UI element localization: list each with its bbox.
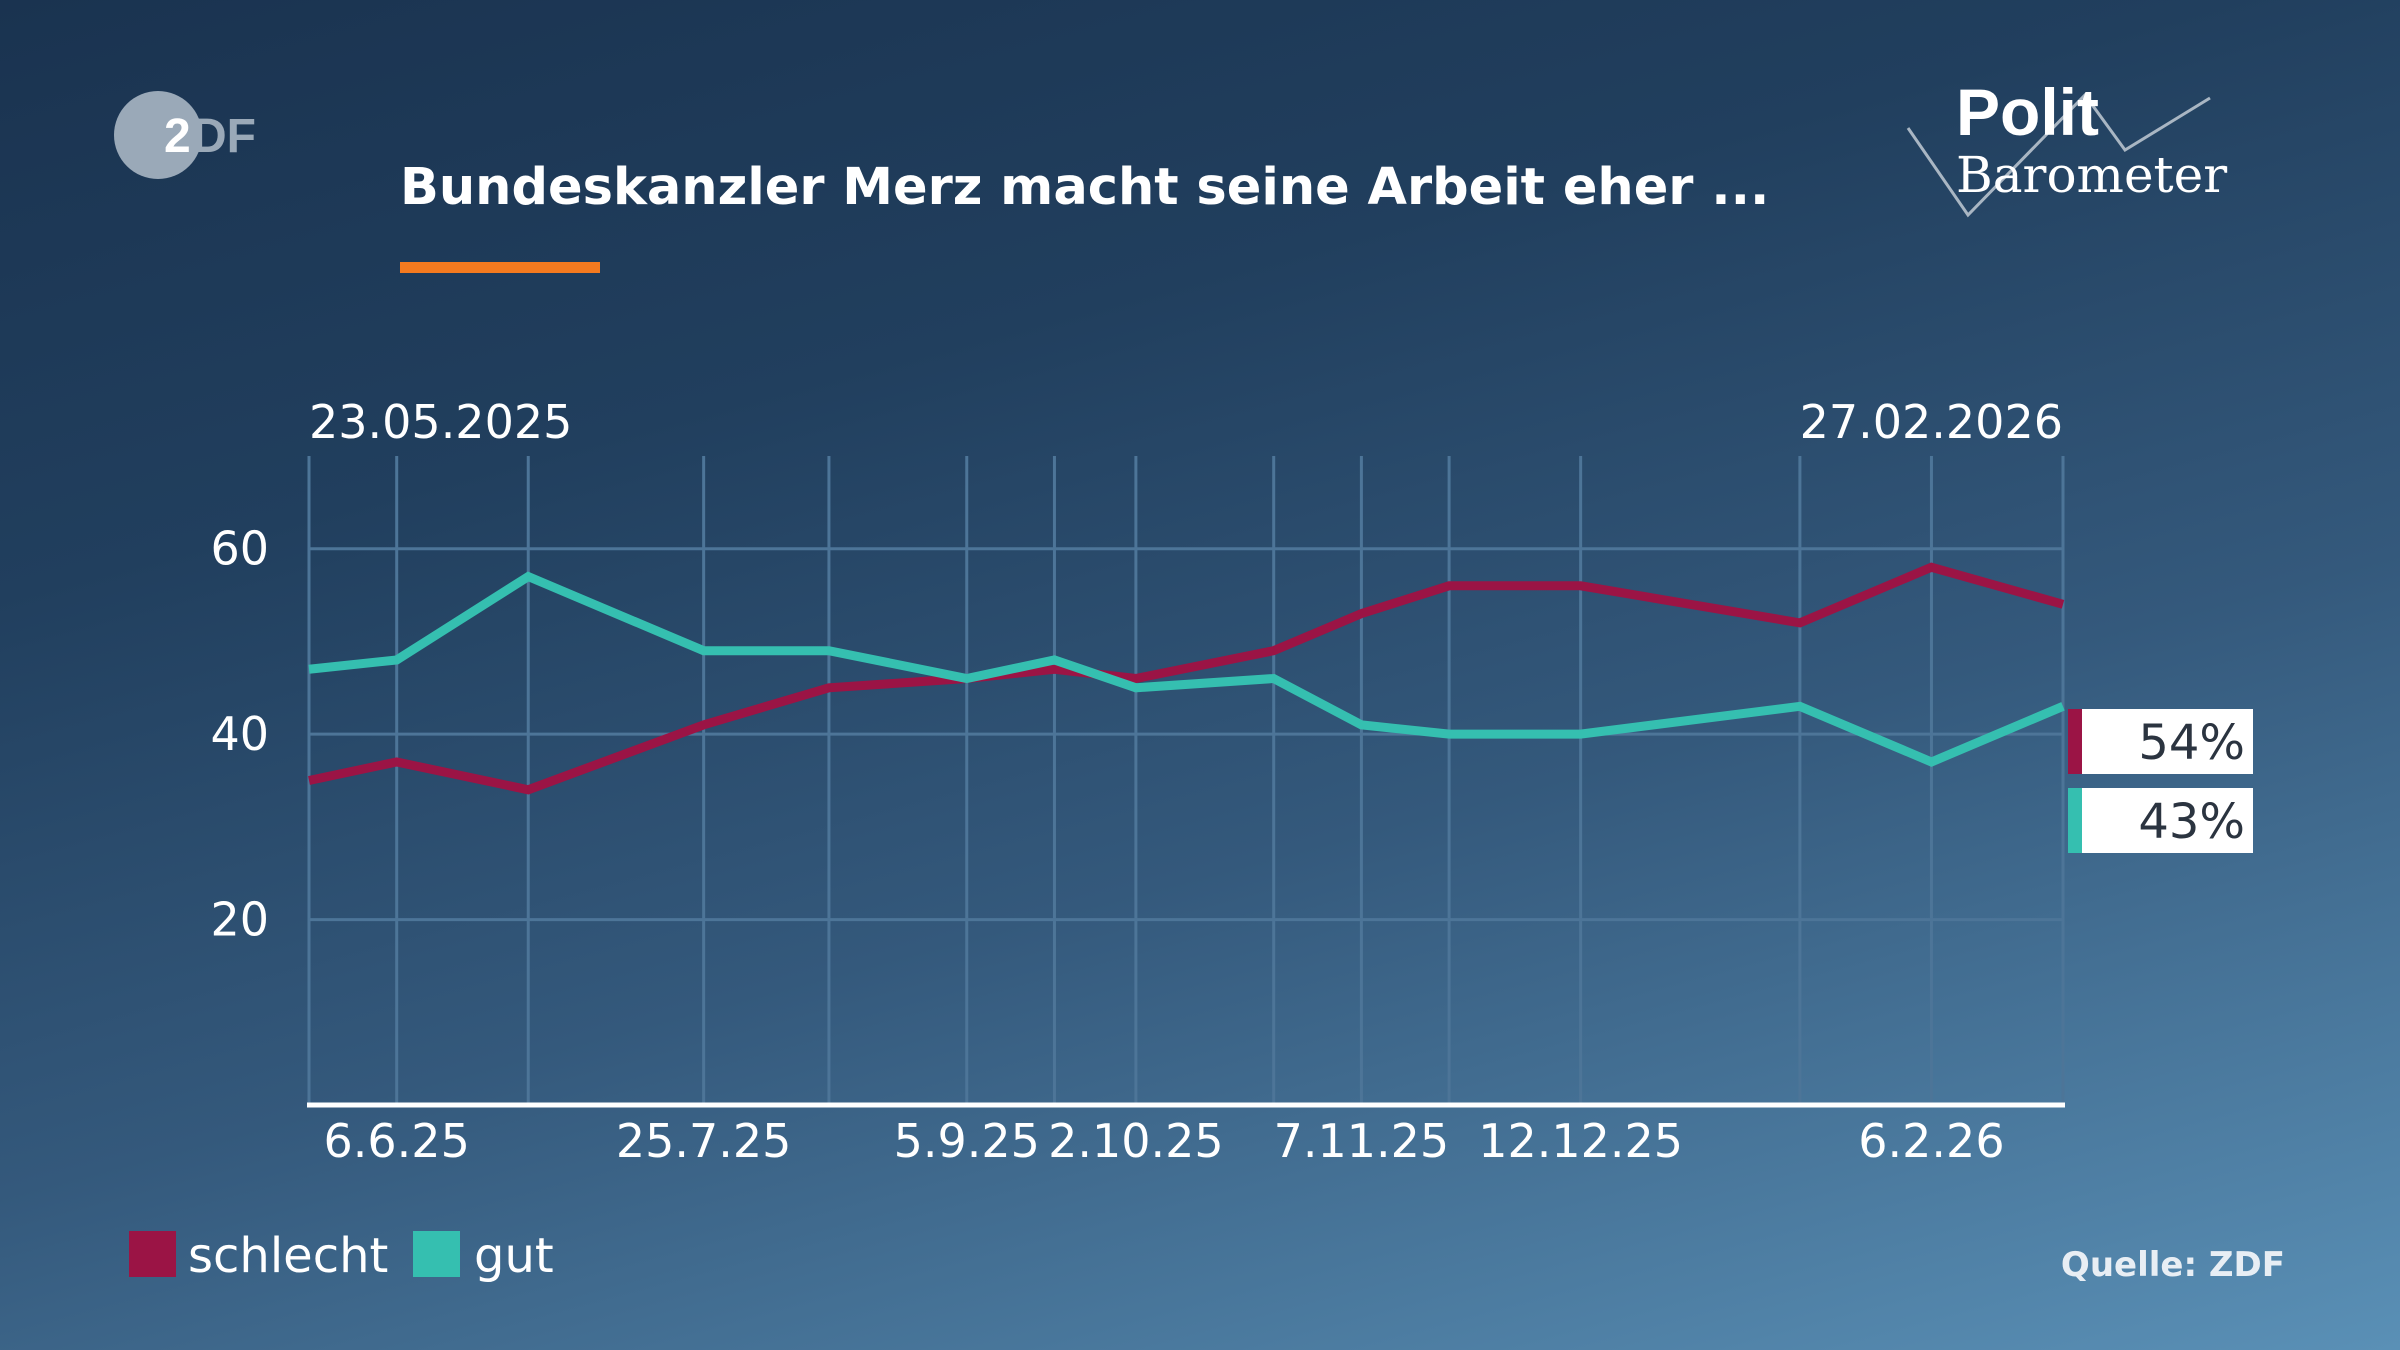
source-label: Quelle: ZDF <box>2060 1245 2285 1285</box>
y-tick-label: 20 <box>210 893 269 947</box>
schlecht-color-strip <box>2068 709 2082 774</box>
x-tick-label: 12.12.25 <box>1478 1114 1683 1168</box>
legend-label-gut: gut <box>474 1228 554 1284</box>
start-date-label: 23.05.2025 <box>309 395 573 449</box>
x-tick-label: 7.11.25 <box>1274 1114 1450 1168</box>
y-tick-label: 60 <box>210 522 269 576</box>
svg-text:Barometer: Barometer <box>1956 146 2227 204</box>
x-tick-label: 2.10.25 <box>1048 1114 1224 1168</box>
legend-label-schlecht: schlecht <box>188 1228 389 1284</box>
gut-color-strip <box>2068 788 2082 853</box>
series-line-schlecht <box>308 562 2065 795</box>
gut-value-box: 43% <box>2068 788 2253 853</box>
svg-text:2: 2 <box>164 110 191 163</box>
gut-value: 43% <box>2138 794 2245 850</box>
end-date-label: 27.02.2026 <box>1799 395 2063 449</box>
x-tick-label: 5.9.25 <box>894 1114 1040 1168</box>
svg-text:DF: DF <box>192 110 256 163</box>
schlecht-value-box: 54% <box>2068 709 2253 774</box>
x-tick-label: 6.6.25 <box>324 1114 470 1168</box>
x-tick-label: 6.2.26 <box>1858 1114 2004 1168</box>
svg-text:Polit: Polit <box>1956 75 2099 149</box>
legend-swatch-gut <box>413 1231 460 1277</box>
legend-swatch-schlecht <box>129 1231 176 1277</box>
politbarometer-logo: Polit Barometer <box>1906 75 2227 218</box>
y-tick-label: 40 <box>210 707 269 761</box>
chart-title: Bundeskanzler Merz macht seine Arbeit eh… <box>400 158 1770 217</box>
schlecht-value: 54% <box>2138 715 2245 771</box>
zdf-logo: 2 DF <box>114 91 256 179</box>
x-tick-label: 25.7.25 <box>616 1114 792 1168</box>
title-accent-bar <box>400 262 600 273</box>
series-line-gut <box>308 571 2065 767</box>
